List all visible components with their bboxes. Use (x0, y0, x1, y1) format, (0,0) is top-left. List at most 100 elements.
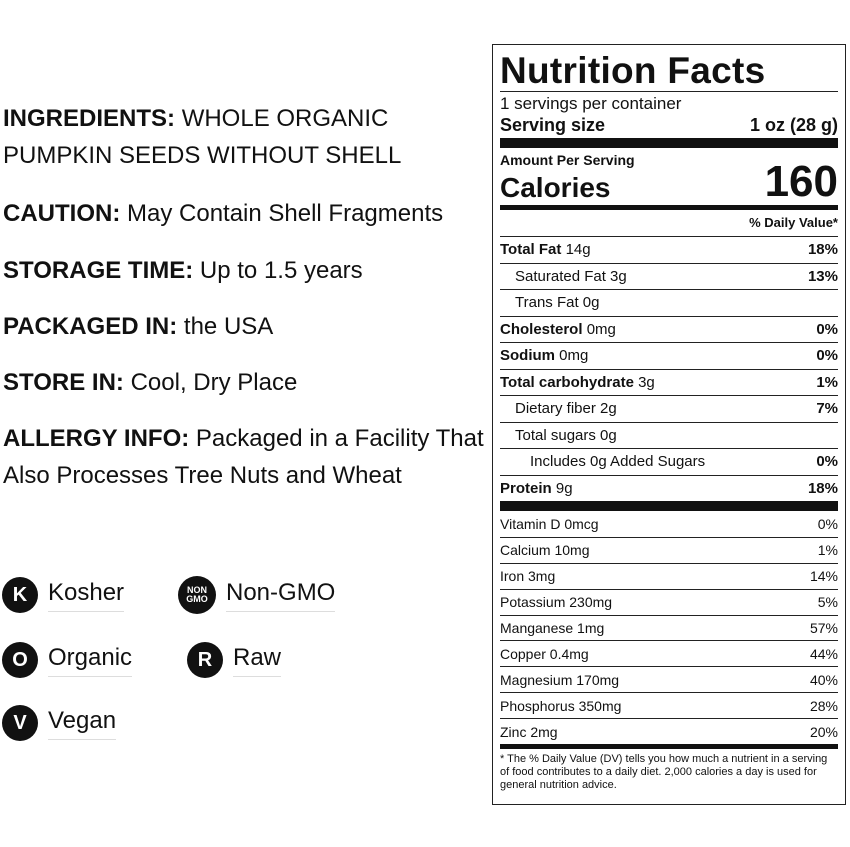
calories-row: Calories 160 (500, 160, 838, 204)
badge-icon: O (2, 642, 38, 678)
info-item: CAUTION: May Contain Shell Fragments (3, 195, 493, 232)
nutrient-amount: 0mg (559, 347, 589, 365)
vitamin-dv: 28% (809, 697, 838, 714)
info-text: Cool, Dry Place (130, 369, 298, 396)
badge-label: Non-GMO (226, 579, 336, 612)
nutrient-name: Dietary fiber 2g (515, 400, 617, 418)
nutrition-label: Nutrition Facts 1 servings per container… (492, 44, 846, 805)
nutrient-name-wrap: Total carbohydrate 3g (500, 374, 655, 391)
info-text: the USA (183, 313, 274, 340)
rule (500, 91, 838, 92)
badge: K Kosher (2, 575, 125, 615)
vitamin-dv: 40% (809, 671, 838, 688)
vitamin-dv: 44% (809, 645, 838, 662)
nutrient-amount: 14g (565, 241, 591, 259)
vitamin-name: Manganese 1mg (500, 620, 605, 636)
nutrient-row: Sodium 0mg 0% (500, 342, 838, 369)
info-label: STORAGE TIME: (3, 257, 194, 284)
nutrient-row: Total sugars 0g (500, 421, 838, 449)
badge: O Organic (2, 640, 133, 680)
vitamin-row: Iron 3mg 14% (500, 562, 838, 589)
nutrient-name: Total Fat (500, 241, 562, 259)
medium-rule (500, 205, 838, 210)
nutrient-name-wrap: Saturated Fat 3g (515, 268, 627, 285)
info-label: STORE IN: (3, 369, 124, 396)
info-text: WHOLE ORGANIC PUMPKIN SEEDS WITHOUT SHEL… (3, 105, 402, 169)
info-label: ALLERGY INFO: (3, 425, 190, 452)
nutrient-row: Includes 0g Added Sugars 0% (500, 448, 838, 475)
badge-icon: R (187, 642, 223, 678)
nutrient-name-wrap: Includes 0g Added Sugars (530, 453, 705, 470)
nutrient-name-wrap: Protein 9g (500, 480, 573, 497)
nutrient-row: Protein 9g 18% (500, 474, 838, 502)
info-text: Packaged in a Facility That Also Process… (3, 425, 484, 489)
nutrient-rows: Total Fat 14g 18% Saturated Fat 3g 13% Trans… (500, 236, 838, 501)
serving-size-value: 1 oz (28 g) (749, 115, 838, 135)
badge-icon: NON GMO (178, 576, 216, 614)
badge: NON GMO Non-GMO (178, 575, 336, 615)
badge-label: Kosher (48, 579, 125, 612)
vitamin-name: Potassium 230mg (500, 594, 613, 611)
nutrient-row: Dietary fiber 2g 7% (500, 395, 838, 422)
nutrient-dv: 0% (816, 320, 838, 338)
info-item: STORE IN: Cool, Dry Place (3, 364, 493, 401)
nutrient-name-wrap: Cholesterol 0mg (500, 321, 616, 338)
info-item: STORAGE TIME: Up to 1.5 years (3, 252, 493, 289)
nutrient-amount: 0mg (586, 320, 616, 338)
nutrient-row: Cholesterol 0mg 0% (500, 315, 838, 343)
nutrient-dv: 1% (816, 373, 838, 391)
nutrient-row: Trans Fat 0g (500, 289, 838, 316)
nutrient-name: Saturated Fat 3g (515, 267, 627, 285)
vitamin-row: Phosphorus 350mg 28% (500, 692, 838, 718)
badge-icon: K (2, 577, 38, 613)
vitamin-name: Vitamin D 0mcg (500, 515, 599, 532)
thick-rule (500, 501, 838, 511)
amount-per-serving: Amount Per Serving (500, 152, 635, 168)
badge-icon: V (2, 705, 38, 741)
vitamin-row: Calcium 10mg 1% (500, 536, 838, 563)
footnote: * The % Daily Value (DV) tells you how m… (500, 753, 828, 792)
nutrient-name-wrap: Total Fat 14g (500, 241, 591, 258)
info-item: PACKAGED IN: the USA (3, 308, 493, 345)
nutrient-row: Total Fat 14g 18% (500, 236, 838, 263)
nutrient-amount: 3g (638, 373, 655, 391)
badge: R Raw (187, 640, 282, 680)
nutrient-name: Protein (500, 479, 552, 497)
vitamin-dv: 5% (817, 594, 838, 611)
nutrient-name-wrap: Dietary fiber 2g (515, 400, 617, 417)
nutrient-name: Total sugars 0g (515, 426, 617, 444)
servings: 1 servings per container (500, 94, 682, 113)
badge: V Vegan (2, 703, 117, 743)
vitamin-row: Vitamin D 0mcg 0% (500, 511, 838, 537)
vitamin-name: Calcium 10mg (500, 542, 590, 559)
vitamin-name: Magnesium 170mg (500, 671, 620, 688)
label-title: Nutrition Facts (500, 50, 766, 91)
calories-label: Calories (500, 172, 611, 203)
nutrient-name: Total carbohydrate (500, 373, 634, 391)
vitamin-name: Copper 0.4mg (500, 645, 589, 662)
vitamin-row: Zinc 2mg 20% (500, 718, 838, 744)
nutrient-dv: 0% (816, 347, 838, 365)
nutrient-name: Includes 0g Added Sugars (530, 453, 706, 471)
nutrient-dv: 18% (807, 479, 838, 497)
nutrient-name: Trans Fat 0g (515, 294, 600, 312)
nutrient-dv: 0% (816, 453, 838, 471)
vitamin-row: Manganese 1mg 57% (500, 614, 838, 641)
info-label: CAUTION: (3, 200, 121, 227)
vitamin-dv: 14% (809, 568, 838, 585)
vitamin-name: Phosphorus 350mg (500, 697, 622, 714)
info-text: Up to 1.5 years (199, 257, 363, 284)
info-label: PACKAGED IN: (3, 313, 178, 340)
nutrient-name: Cholesterol (500, 320, 583, 338)
nutrient-dv: 13% (807, 267, 838, 285)
nutrient-name: Sodium (500, 347, 555, 365)
dv-header: % Daily Value* (749, 215, 838, 230)
vitamin-dv: 20% (809, 723, 838, 740)
badge-label: Raw (233, 644, 282, 677)
vitamin-rows: Vitamin D 0mcg 0% Calcium 10mg 1% Iron 3mg 14… (500, 511, 838, 744)
vitamin-row: Copper 0.4mg 44% (500, 640, 838, 666)
serving-size-row: Serving size 1 oz (28 g) (500, 114, 838, 138)
vitamin-name: Zinc 2mg (500, 723, 558, 740)
nutrient-dv: 7% (816, 400, 838, 418)
